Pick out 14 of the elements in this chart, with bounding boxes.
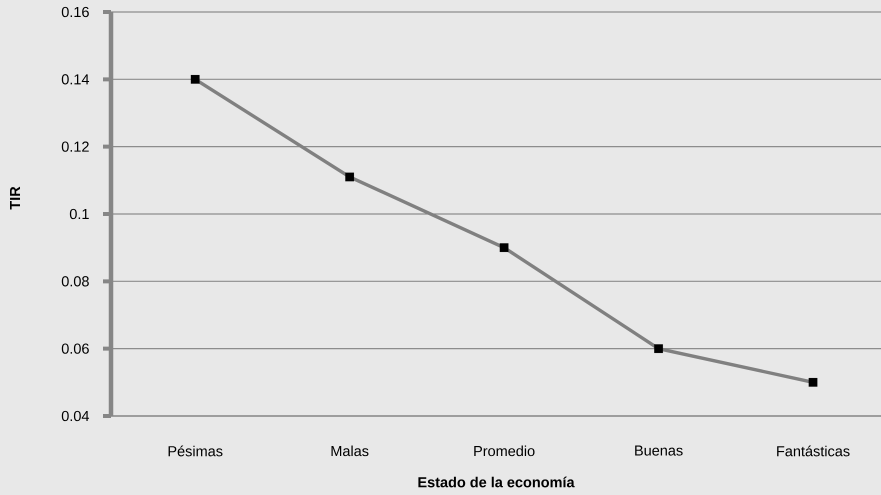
y-tick-label: 0.08 <box>62 276 89 286</box>
x-tick-label: Buenas <box>635 446 683 456</box>
y-tick-label: 0.1 <box>70 208 89 220</box>
y-tick-label: 0.14 <box>62 74 90 84</box>
x-tick-label: Malas <box>332 446 368 456</box>
x-tick-label: Pésimas <box>168 446 222 456</box>
y-tick-label: 0.12 <box>62 142 89 152</box>
y-tick-label: 0.16 <box>62 6 89 18</box>
x-axis-title: Estado de la economía <box>418 476 575 488</box>
x-tick-label: Promedio <box>474 446 535 456</box>
y-tick-label: 0.06 <box>62 344 89 354</box>
x-tick-label: Fantásticas <box>777 446 850 456</box>
y-axis-title: TIR <box>10 186 20 210</box>
y-tick-label: 0.04 <box>62 410 90 422</box>
